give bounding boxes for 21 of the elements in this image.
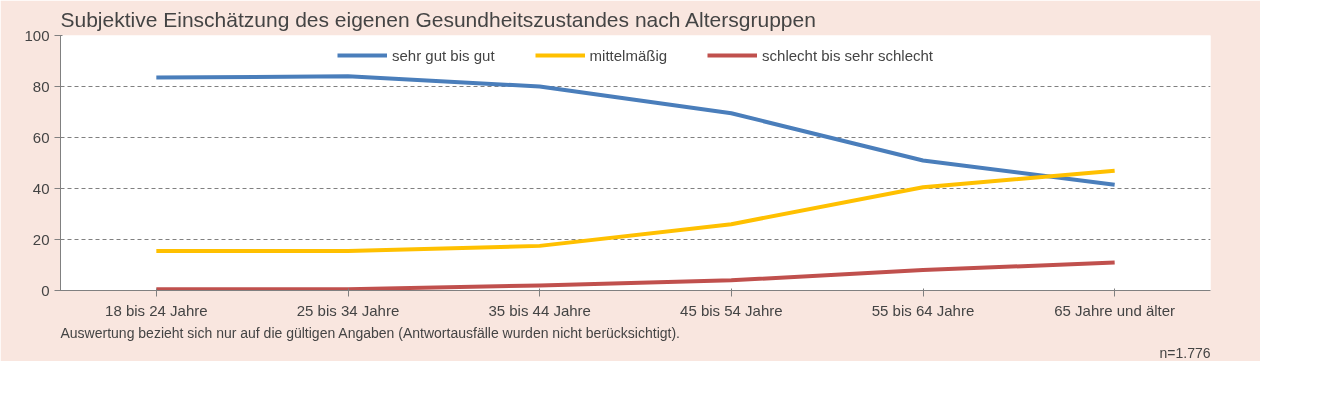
- x-tick-label: 65 Jahre und älter: [1054, 301, 1176, 319]
- legend-label: sehr gut bis gut: [392, 46, 495, 64]
- x-tick-label: 25 bis 34 Jahre: [296, 301, 400, 319]
- y-tick-label: 60: [32, 128, 50, 146]
- line-series: [154, 74, 1117, 187]
- x-tick-label: 45 bis 54 Jahre: [680, 301, 783, 319]
- x-tick-label: 35 bis 44 Jahre: [488, 301, 591, 319]
- y-tick-label: 0: [41, 281, 50, 299]
- y-tick-label: 80: [32, 77, 50, 95]
- x-tick-label: 55 bis 64 Jahre: [871, 301, 975, 319]
- y-tick-label: 100: [24, 26, 50, 44]
- legend-label: mittelmäßig: [589, 46, 668, 64]
- line-series: [154, 260, 1117, 291]
- y-tick-label: 40: [32, 179, 50, 197]
- line-series: [154, 168, 1117, 253]
- chart-title: Subjektive Einschätzung des eigenen Gesundheitszustandes nach Altersgruppen: [60, 7, 816, 31]
- text: Auswertung bezieht sich nur auf die gültigen Angaben (Antwortausfälle wurden nicht berücksichtigt).: [60, 324, 680, 341]
- y-tick-label: 20: [32, 230, 50, 248]
- x-tick-label: 18 bis 24 Jahre: [105, 301, 208, 319]
- legend-label: schlecht bis sehr schlecht: [762, 46, 933, 64]
- text: n=1.776: [1159, 344, 1211, 361]
